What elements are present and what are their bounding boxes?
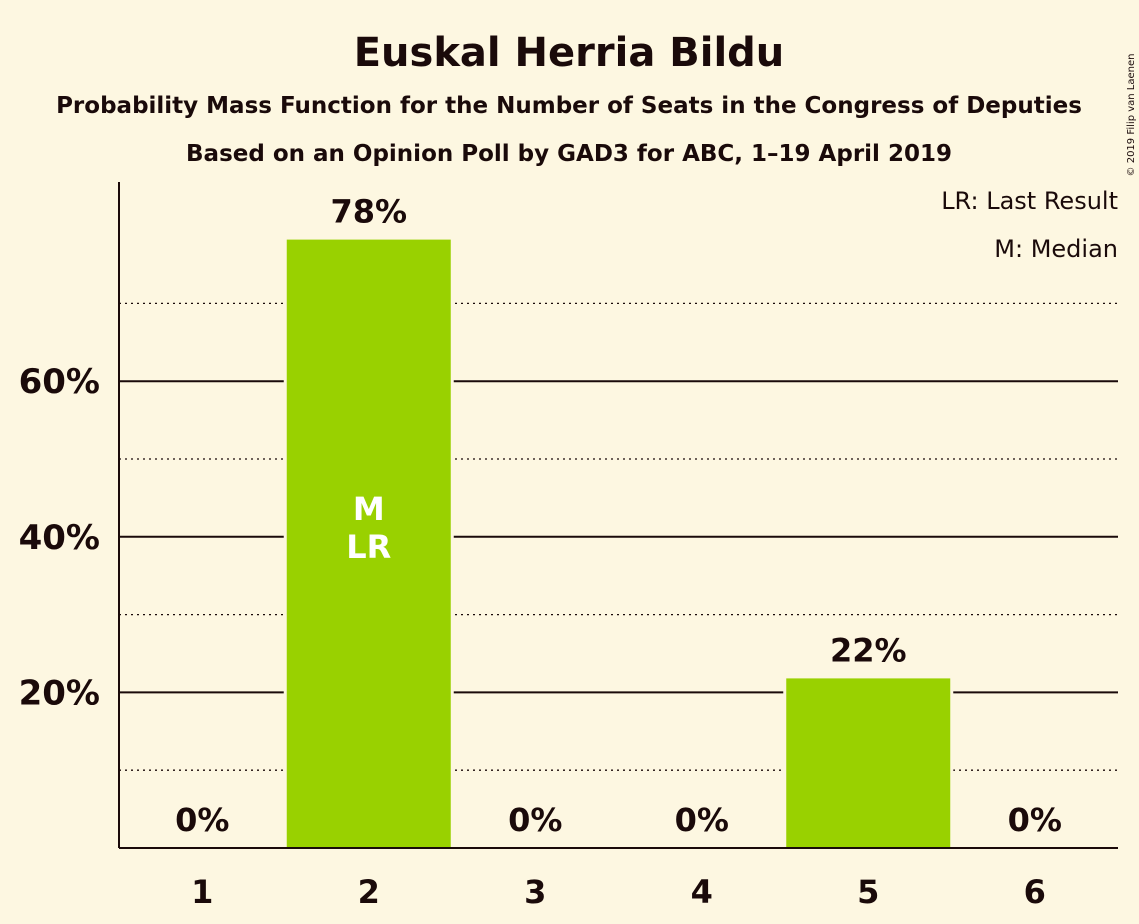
- copyright-note: © 2019 Filip van Laenen: [1126, 54, 1137, 177]
- bar-annotation: LR: [346, 528, 391, 566]
- axes: 20% 40% 60% 1 2 3 4 5 6: [19, 182, 1118, 911]
- bar: [786, 678, 951, 848]
- chart-subtitle: Probability Mass Function for the Number…: [56, 93, 1082, 119]
- x-tick-label: 4: [691, 873, 713, 911]
- bars: [283, 239, 954, 848]
- y-tick-label: 40%: [19, 518, 100, 558]
- x-tick-label: 6: [1024, 873, 1046, 911]
- data-label: 78%: [330, 193, 407, 231]
- x-tick-label: 2: [358, 873, 380, 911]
- data-label: 22%: [830, 631, 907, 669]
- y-tick-label: 20%: [19, 673, 100, 713]
- legend: LR: Last Result M: Median: [941, 187, 1118, 263]
- bar-annotation: M: [353, 490, 385, 528]
- data-label: 0%: [675, 801, 729, 839]
- data-label: 0%: [1008, 801, 1062, 839]
- data-labels: 0% 78% 0% 0% 22% 0% MLR: [175, 193, 1062, 839]
- legend-entry: LR: Last Result: [941, 187, 1118, 215]
- chart-subtitle-source: Based on an Opinion Poll by GAD3 for ABC…: [186, 141, 952, 167]
- chart-title: Euskal Herria Bildu: [354, 30, 785, 76]
- y-tick-label: 60%: [19, 362, 100, 402]
- x-tick-label: 3: [524, 873, 546, 911]
- legend-entry: M: Median: [994, 235, 1118, 263]
- bar: [286, 239, 451, 848]
- x-tick-label: 5: [857, 873, 879, 911]
- data-label: 0%: [175, 801, 229, 839]
- data-label: 0%: [508, 801, 562, 839]
- gridlines: [119, 302, 1118, 771]
- x-tick-label: 1: [191, 873, 213, 911]
